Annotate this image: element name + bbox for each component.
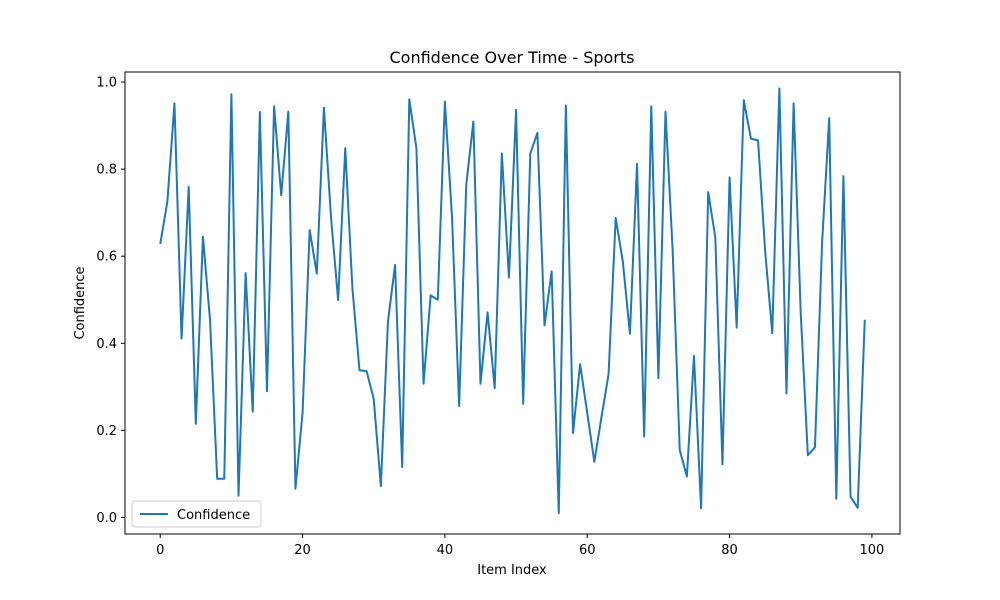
x-tick-label: 40	[437, 543, 454, 558]
x-axis: 0 20 40 60 80 100	[156, 534, 884, 558]
legend: Confidence	[131, 500, 262, 528]
x-tick-label: 100	[859, 543, 884, 558]
y-tick-label: 0.0	[96, 511, 117, 526]
x-axis-label: Item Index	[477, 563, 547, 578]
series-layer	[159, 87, 866, 515]
y-tick-label: 0.2	[96, 424, 117, 439]
x-tick-label: 20	[294, 543, 311, 558]
x-tick-label: 60	[579, 543, 596, 558]
y-axis-label: Confidence	[73, 266, 88, 339]
x-tick-label: 0	[156, 543, 164, 558]
y-tick-label: 0.6	[96, 250, 117, 265]
y-tick-label: 0.8	[96, 163, 117, 178]
y-tick-label: 0.4	[96, 337, 117, 352]
series-line-confidence	[159, 87, 866, 515]
legend-entry-confidence: Confidence	[177, 508, 250, 523]
y-tick-label: 1.0	[96, 76, 117, 91]
x-tick-label: 80	[721, 543, 738, 558]
y-axis: 0.0 0.2 0.4 0.6 0.8 1.0	[96, 76, 125, 526]
legend-box	[131, 500, 262, 528]
plot-area	[124, 71, 901, 535]
chart-title: Confidence Over Time - Sports	[389, 48, 634, 67]
